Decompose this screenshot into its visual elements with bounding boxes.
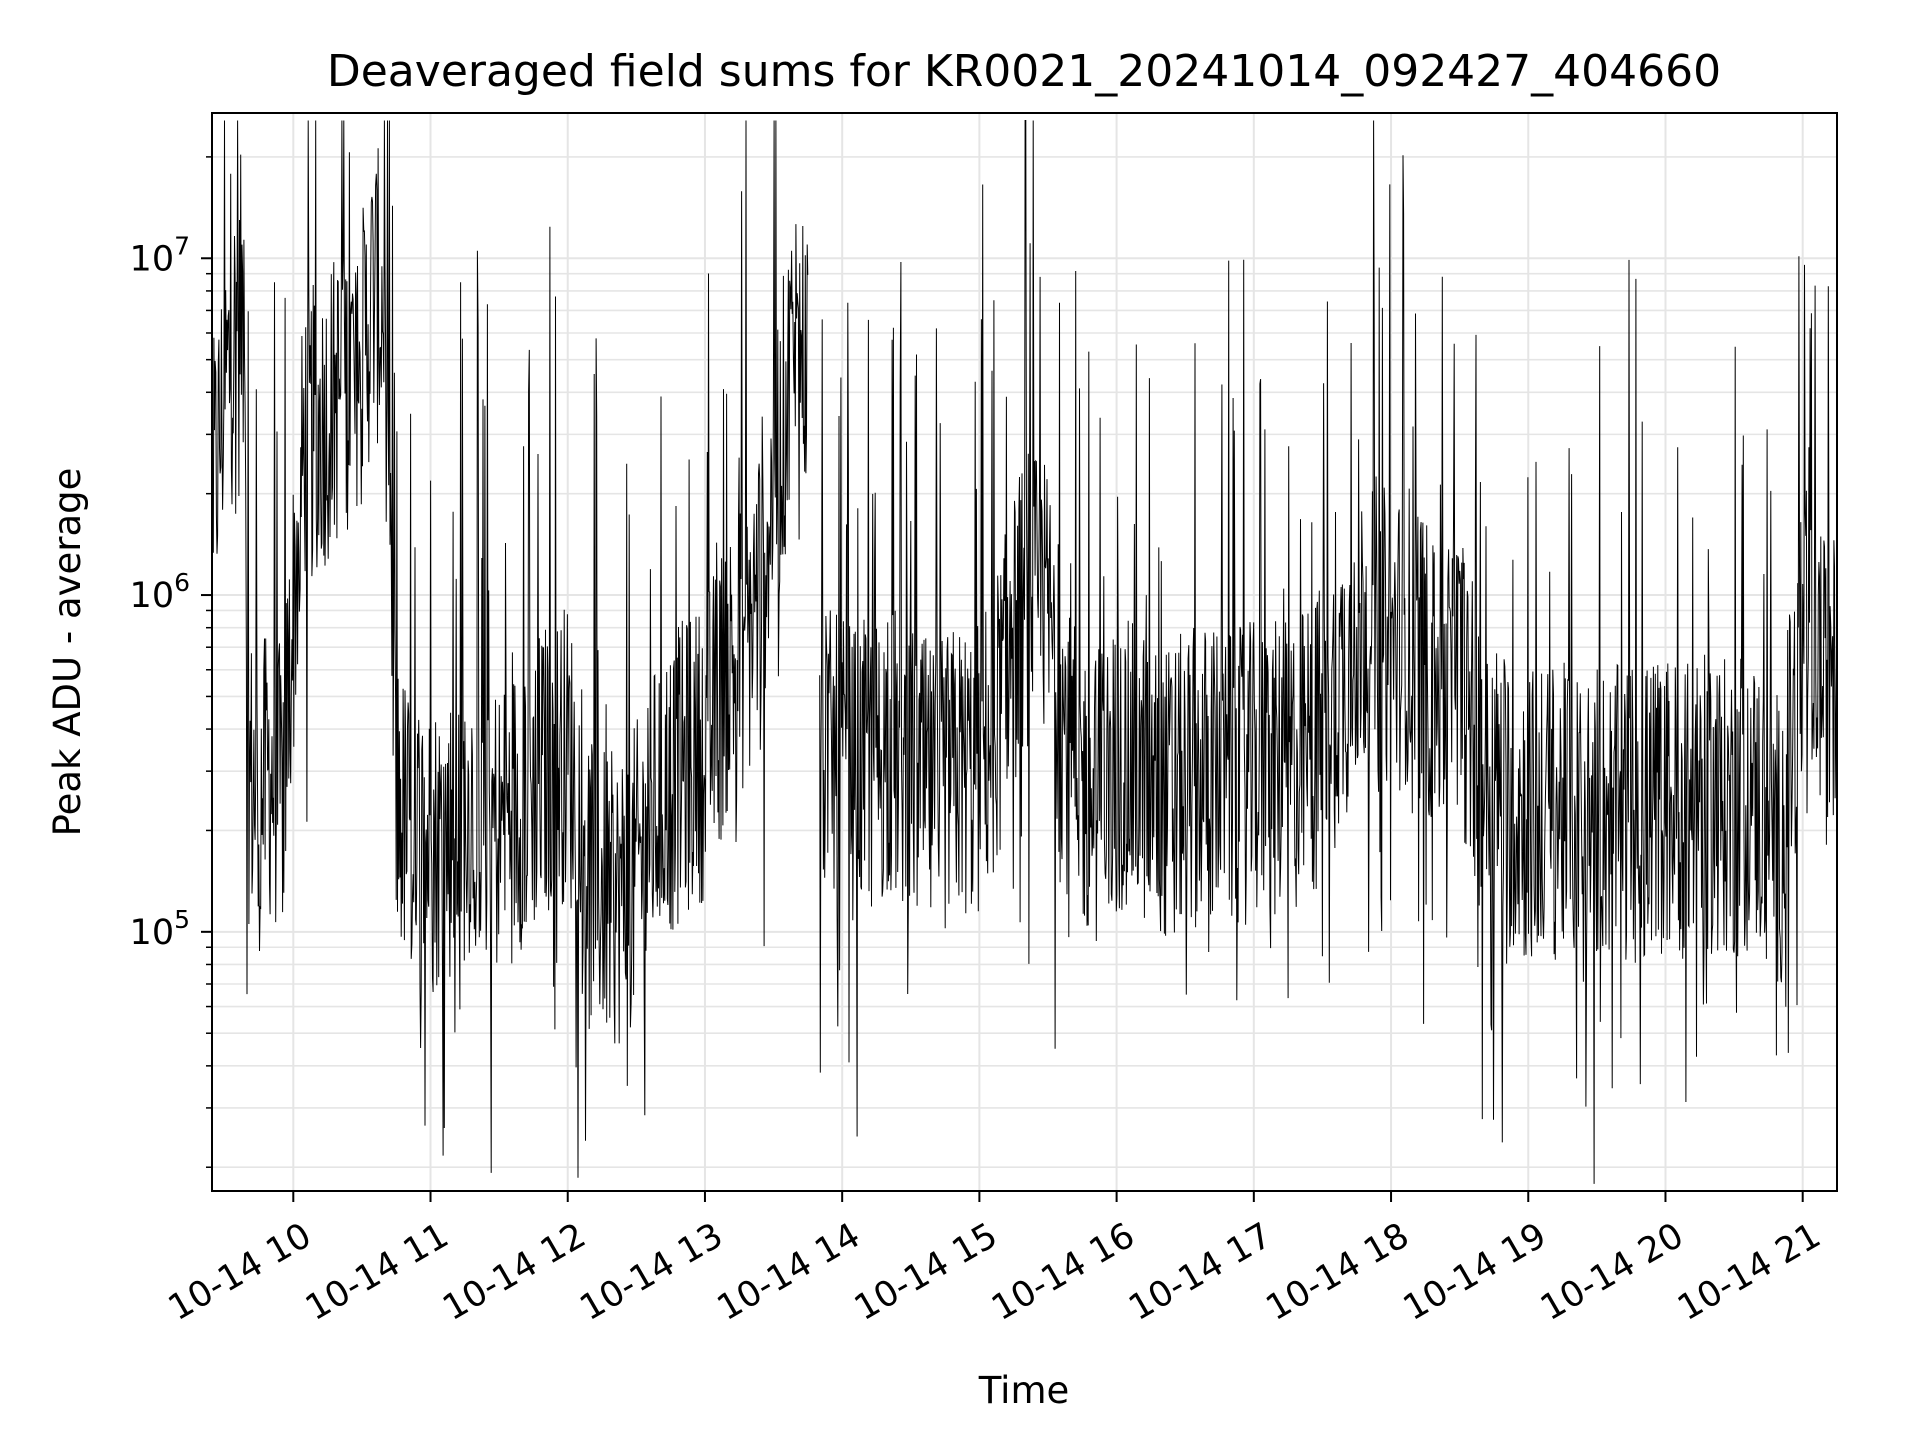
y-axis-label: Peak ADU - average [46,468,89,837]
y-tick-label: 105 [130,905,190,953]
y-axis: 105 106 107 [130,156,212,1168]
chart-title: Deaveraged field sums for KR0021_2024101… [327,46,1721,97]
y-tick-label: 106 [130,568,190,616]
y-tick-label: 107 [130,231,190,279]
plot-area [212,120,1838,1184]
x-axis-label: Time [978,1369,1070,1412]
plot-frame [211,112,1838,1192]
series-line [212,120,1838,1184]
